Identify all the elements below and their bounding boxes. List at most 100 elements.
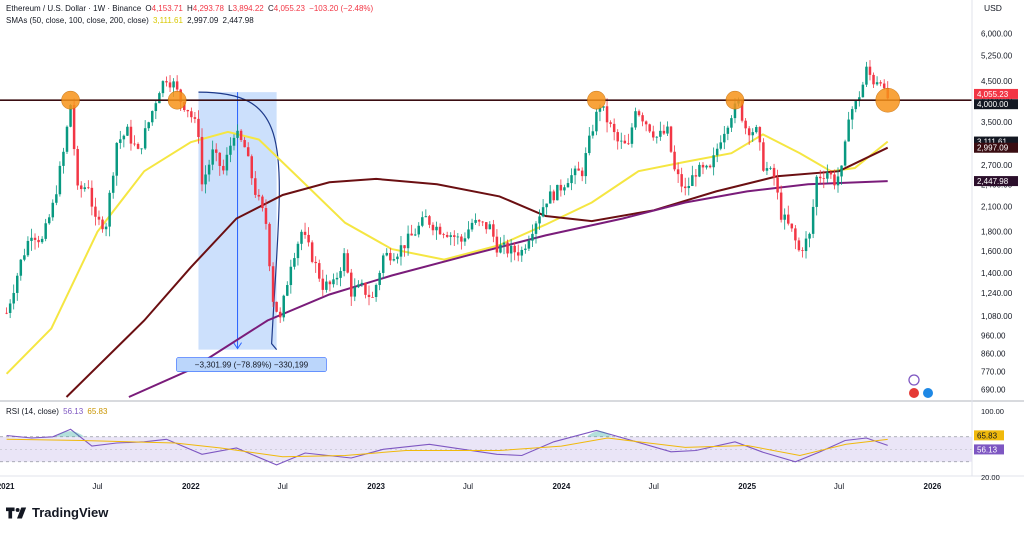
candle-body — [140, 148, 143, 150]
candle-body — [691, 175, 694, 186]
candle-body — [385, 252, 389, 256]
rsi-value: 56.13 — [63, 407, 84, 416]
candle-body — [509, 245, 513, 254]
sma100-line — [65, 146, 889, 398]
candle-body — [666, 126, 669, 134]
candle-body — [278, 311, 282, 318]
candle-body — [882, 83, 886, 89]
candle-body — [783, 214, 786, 220]
y-tick-label: 1,800.00 — [981, 228, 1013, 237]
rsi-label: RSI (14, close) — [6, 407, 59, 416]
candle-body — [442, 234, 445, 236]
rsi-legend[interactable]: RSI (14, close) 56.13 65.83 — [6, 407, 109, 417]
ohlc-high-value: 4,293.78 — [192, 4, 224, 13]
candle-body — [33, 237, 37, 240]
measure-label-box — [176, 357, 327, 372]
candle-body — [563, 187, 566, 191]
candle-body — [90, 187, 94, 207]
candle-body — [541, 207, 545, 217]
candle-body — [424, 216, 428, 218]
candle-body — [588, 135, 591, 154]
candle-body — [811, 206, 815, 234]
candle-body — [218, 152, 222, 166]
candle-body — [865, 66, 868, 85]
candle-body — [289, 266, 293, 286]
price-label-box — [974, 99, 1018, 110]
candle-body — [158, 93, 161, 104]
candle-body — [612, 123, 616, 133]
candle-body — [570, 175, 573, 184]
candle-body — [705, 165, 708, 168]
candle-body — [609, 122, 612, 124]
candle-body — [794, 228, 797, 241]
candle-body — [694, 175, 698, 177]
candle-body — [755, 127, 758, 133]
candle-body — [275, 301, 278, 312]
candle-body — [637, 111, 641, 116]
candle-body — [598, 107, 602, 112]
price-label-box — [974, 136, 1018, 147]
symbol-legend: Ethereum / U.S. Dollar · 1W · Binance O4… — [6, 4, 375, 14]
candle-body — [769, 167, 772, 169]
candle-body — [840, 165, 843, 177]
y-tick-label: 4,500.00 — [981, 77, 1013, 86]
candle-body — [765, 168, 769, 171]
candle-body — [683, 186, 687, 189]
candle-body — [239, 130, 243, 141]
candle-body — [580, 170, 584, 177]
candle-body — [246, 147, 250, 157]
candle-body — [652, 131, 655, 138]
candle-body — [868, 66, 872, 75]
price-label: 2,447.98 — [977, 177, 1009, 186]
candle-body — [669, 126, 673, 152]
candle-body — [193, 117, 197, 119]
candle-body — [826, 172, 829, 179]
candle-body — [879, 82, 882, 84]
candle-body — [502, 242, 506, 245]
candle-body — [747, 128, 751, 136]
candle-body — [307, 234, 310, 243]
us-flag-icon — [923, 388, 933, 398]
candle-body — [431, 224, 435, 231]
y-tick-label: 5,250.00 — [981, 51, 1013, 60]
y-tick-label: 1,400.00 — [981, 269, 1013, 278]
sma50-line — [5, 130, 889, 375]
candle-body — [801, 250, 804, 252]
candle-body — [453, 235, 456, 237]
candle-body — [449, 235, 452, 237]
tradingview-logo-icon — [6, 507, 27, 518]
y-tick-label: 960.00 — [981, 331, 1006, 340]
tradingview-brand[interactable]: TradingView — [6, 505, 108, 520]
x-tick-label: Jul — [463, 482, 473, 491]
candle-body — [861, 84, 865, 98]
candle-body — [712, 155, 715, 168]
candle-body — [115, 142, 118, 176]
candle-body — [577, 168, 580, 171]
candle-body — [126, 126, 129, 136]
x-tick-label: 2023 — [367, 482, 385, 491]
candle-body — [740, 100, 744, 121]
candle-body — [62, 151, 65, 166]
candle-body — [527, 240, 531, 249]
candle-body — [303, 231, 307, 235]
price-label: 3,111.61 — [977, 138, 1008, 147]
y-tick-label: 3,500.00 — [981, 118, 1013, 127]
candle-body — [460, 236, 463, 242]
candle-body — [271, 266, 275, 302]
candle-body — [762, 142, 765, 171]
y-tick-label: 860.00 — [981, 349, 1006, 358]
candle-body — [136, 143, 140, 149]
candle-body — [321, 278, 325, 290]
rsi-overbought-fill — [55, 431, 85, 437]
candle-body — [648, 124, 651, 132]
candle-body — [829, 172, 833, 175]
candle-body — [254, 178, 257, 195]
candle-body — [463, 238, 467, 242]
sma-legend[interactable]: SMAs (50, close, 100, close, 200, close)… — [6, 16, 256, 26]
rsi-tick-label: 100.00 — [981, 407, 1004, 416]
y-tick-label: 1,080.00 — [981, 312, 1013, 321]
candle-body — [374, 284, 378, 298]
price-label: 4,055.23 — [977, 90, 1009, 99]
